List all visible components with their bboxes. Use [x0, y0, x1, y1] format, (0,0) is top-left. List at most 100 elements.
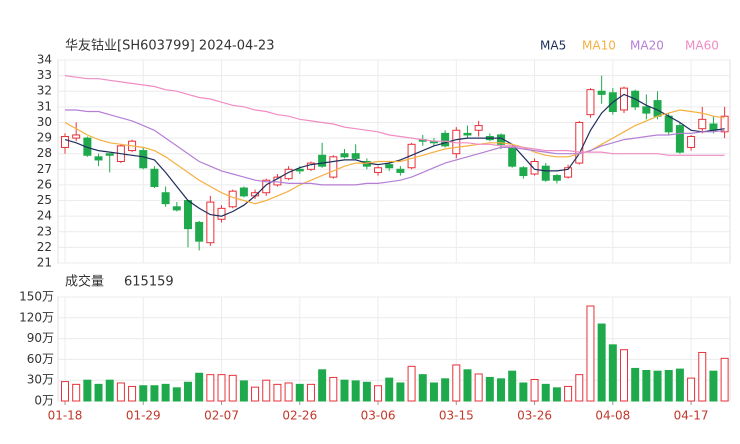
- candle-body: [351, 153, 360, 159]
- volume-bar: [441, 378, 450, 402]
- volume-bar: [206, 374, 215, 402]
- candle-body: [72, 134, 81, 139]
- x-tick-label: 02-26: [282, 409, 317, 423]
- volume-bar: [608, 344, 617, 402]
- volume-bar: [407, 365, 416, 402]
- candle-body: [374, 167, 383, 173]
- y-tick-label: 28: [37, 146, 52, 160]
- volume-bar: [709, 370, 718, 402]
- volume-bar: [519, 382, 528, 402]
- candle-body: [195, 221, 204, 242]
- volume-bar: [61, 381, 69, 402]
- candle-body: [675, 125, 684, 153]
- y-tick-label: 29: [37, 131, 52, 145]
- volume-bar: [329, 376, 338, 402]
- volume-bar: [239, 380, 248, 402]
- candle-body: [206, 201, 215, 244]
- candle-body: [575, 121, 584, 164]
- volume-bar: [217, 374, 226, 402]
- y-tick-label: 31: [37, 99, 52, 113]
- volume-bar: [564, 385, 573, 402]
- volume-bar: [642, 369, 651, 402]
- volume-bar: [552, 387, 561, 402]
- volume-bar: [94, 383, 103, 402]
- candle-body: [720, 115, 729, 133]
- candle-body: [172, 206, 181, 211]
- candle-body: [441, 132, 450, 147]
- volume-bar: [228, 374, 237, 402]
- volume-bar: [575, 374, 584, 402]
- y-tick-label: 22: [37, 240, 52, 254]
- legend-label: MA20: [630, 39, 664, 53]
- volume-bar: [318, 369, 327, 402]
- volume-bar: [374, 385, 383, 402]
- y-tick-label: 24: [37, 209, 52, 223]
- y-tick-label: 90万: [27, 331, 54, 345]
- volume-title: 成交量: [65, 274, 104, 290]
- volume-bar: [664, 369, 673, 402]
- candle-body: [687, 136, 696, 148]
- volume-bar: [720, 357, 729, 402]
- candle-body: [519, 167, 528, 177]
- candle-body: [183, 200, 192, 230]
- volume-last: 615159: [124, 275, 174, 290]
- volume-bar: [362, 381, 371, 402]
- y-tick-label: 34: [37, 53, 52, 67]
- candle-body: [396, 168, 405, 173]
- candle-body: [474, 125, 483, 131]
- candle-body: [239, 187, 248, 197]
- candle-body: [61, 136, 69, 148]
- volume-bar: [83, 379, 92, 402]
- volume-bar: [251, 386, 260, 402]
- y-tick-label: 25: [37, 193, 52, 207]
- volume-bar: [687, 377, 696, 402]
- x-tick-label: 01-29: [126, 409, 161, 423]
- x-tick-label: 01-18: [48, 409, 83, 423]
- volume-bar: [474, 373, 483, 402]
- y-tick-label: 0万: [34, 394, 54, 408]
- volume-bar: [396, 382, 405, 402]
- volume-bar: [128, 385, 137, 402]
- candle-body: [318, 154, 327, 167]
- volume-bar: [172, 387, 181, 402]
- volume-bar: [385, 377, 394, 402]
- candle-body: [150, 168, 159, 187]
- volume-bar: [497, 378, 506, 402]
- volume-bar: [262, 379, 271, 402]
- y-tick-label: 30万: [27, 373, 54, 387]
- candle-body: [530, 161, 539, 175]
- volume-bar: [586, 305, 595, 402]
- candle-body: [228, 190, 237, 208]
- candle-body: [463, 132, 472, 136]
- x-tick-label: 02-07: [204, 409, 239, 423]
- candle-body: [94, 156, 103, 161]
- ma-line: [64, 75, 725, 156]
- volume-bar: [284, 382, 293, 402]
- volume-bar: [116, 382, 125, 402]
- volume-bar: [195, 372, 204, 402]
- candle-body: [541, 165, 550, 181]
- candle-body: [83, 137, 92, 156]
- volume-bar: [295, 383, 304, 402]
- candle-body: [295, 168, 304, 172]
- volume-bar: [675, 368, 684, 402]
- legend-label: MA60: [685, 39, 719, 53]
- x-tick-label: 04-08: [595, 409, 630, 423]
- volume-bar: [150, 385, 159, 402]
- x-tick-label: 03-15: [439, 409, 474, 423]
- volume-bar: [351, 380, 360, 402]
- candle-body: [385, 164, 394, 169]
- candle-body: [597, 90, 606, 95]
- volume-bar: [418, 374, 427, 402]
- candle-body: [407, 143, 416, 169]
- ma-line: [65, 109, 725, 186]
- y-tick-label: 23: [37, 224, 52, 238]
- volume-bar: [105, 379, 114, 402]
- candle-body: [620, 87, 628, 111]
- candle-body: [340, 153, 349, 158]
- legend-label: MA5: [540, 39, 566, 53]
- volume-bar: [161, 383, 170, 402]
- y-tick-label: 21: [37, 256, 52, 270]
